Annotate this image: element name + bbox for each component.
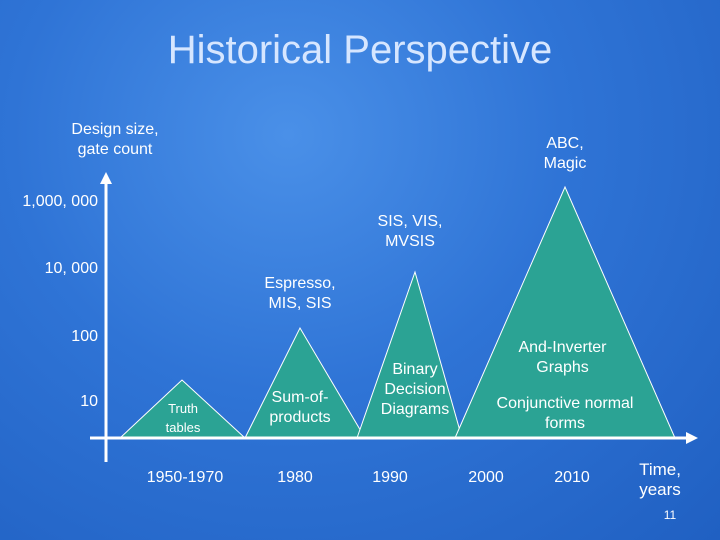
sum-of-products-label: Sum-of- products	[255, 388, 345, 428]
slide-title: Historical Perspective	[167, 28, 553, 72]
sis-vis-mvsis-label-line1: SIS, VIS,	[377, 213, 443, 230]
sum-of-products-label-line2: products	[269, 409, 331, 426]
x-axis-label-line1: Time,	[639, 460, 681, 479]
abc-magic-label: ABC, Magic	[520, 134, 610, 174]
x-axis-arrowhead	[686, 432, 698, 444]
sis-vis-mvsis-label-line2: MVSIS	[385, 233, 435, 250]
bdd-label-line1: Binary	[392, 361, 438, 378]
truth-tables-label: Truth tables	[148, 399, 218, 437]
aig-label-line2: Graphs	[536, 359, 589, 376]
bdd-label-line2: Decision	[384, 381, 446, 398]
y-tick-10: 10	[80, 393, 98, 410]
x-tick-2010: 2010	[554, 469, 590, 486]
y-tick-10000: 10, 000	[44, 260, 98, 277]
aig-label-line1: And-Inverter	[518, 339, 607, 356]
y-tick-1000000: 1,000, 000	[22, 193, 98, 210]
bdd-label-line3: Diagrams	[380, 401, 450, 418]
y-axis-arrowhead	[100, 172, 112, 184]
page-number: 11	[663, 508, 677, 522]
cnf-label-line1: Conjunctive normal	[496, 395, 634, 412]
y-axis-label-line2: gate count	[77, 141, 153, 158]
cnf-label-line2: forms	[545, 415, 585, 432]
x-tick-1990: 1990	[372, 469, 408, 486]
x-axis-label: Time, years	[620, 460, 700, 500]
abc-magic-label-line2: Magic	[543, 155, 587, 172]
aig-label: And-Inverter Graphs	[500, 338, 625, 378]
y-tick-100: 100	[71, 328, 98, 345]
x-tick-1950-1970: 1950-1970	[146, 469, 224, 486]
sum-of-products-label-line1: Sum-of-	[271, 389, 329, 406]
x-tick-2000: 2000	[468, 469, 504, 486]
truth-tables-label-line1: Truth	[168, 401, 198, 416]
espresso-label: Espresso, MIS, SIS	[250, 274, 350, 314]
espresso-label-line1: Espresso,	[264, 275, 336, 292]
espresso-label-line2: MIS, SIS	[268, 295, 332, 312]
abc-magic-label-line1: ABC,	[546, 135, 584, 152]
cnf-label: Conjunctive normal forms	[480, 394, 650, 434]
sis-vis-mvsis-label: SIS, VIS, MVSIS	[360, 212, 460, 252]
x-axis-label-line2: years	[639, 480, 681, 499]
truth-tables-label-line2: tables	[165, 420, 201, 435]
y-axis-label-line1: Design size,	[71, 121, 159, 138]
bdd-label: Binary Decision Diagrams	[365, 360, 465, 420]
y-axis-label: Design size, gate count	[50, 120, 180, 160]
x-tick-1980: 1980	[277, 469, 313, 486]
